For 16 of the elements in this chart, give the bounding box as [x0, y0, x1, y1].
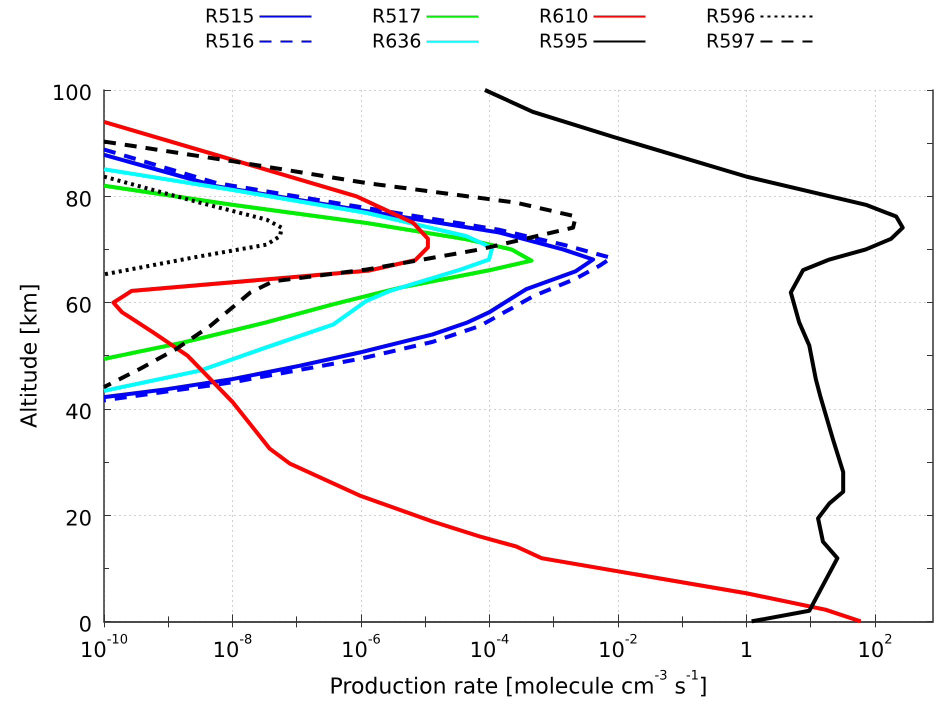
y-axis-title: Altitude [km] [18, 284, 43, 428]
y-tick-label: 40 [65, 400, 92, 424]
legend-label: R595 [539, 30, 588, 52]
y-tick-label: 60 [65, 294, 92, 318]
legend-label: R515 [205, 6, 254, 28]
y-tick-label: 100 [52, 81, 92, 106]
x-tick-label: 1 [740, 638, 754, 662]
y-tick-label: 80 [65, 187, 92, 212]
legend-label: R516 [205, 30, 254, 52]
y-tick-label: 20 [65, 506, 92, 530]
legend-label: R597 [706, 30, 756, 52]
legend-label: R517 [372, 6, 422, 28]
y-tick-label: 0 [78, 612, 92, 637]
legend-label: R610 [539, 6, 588, 28]
legend-label: R596 [706, 6, 756, 28]
legend-label: R636 [372, 30, 422, 52]
